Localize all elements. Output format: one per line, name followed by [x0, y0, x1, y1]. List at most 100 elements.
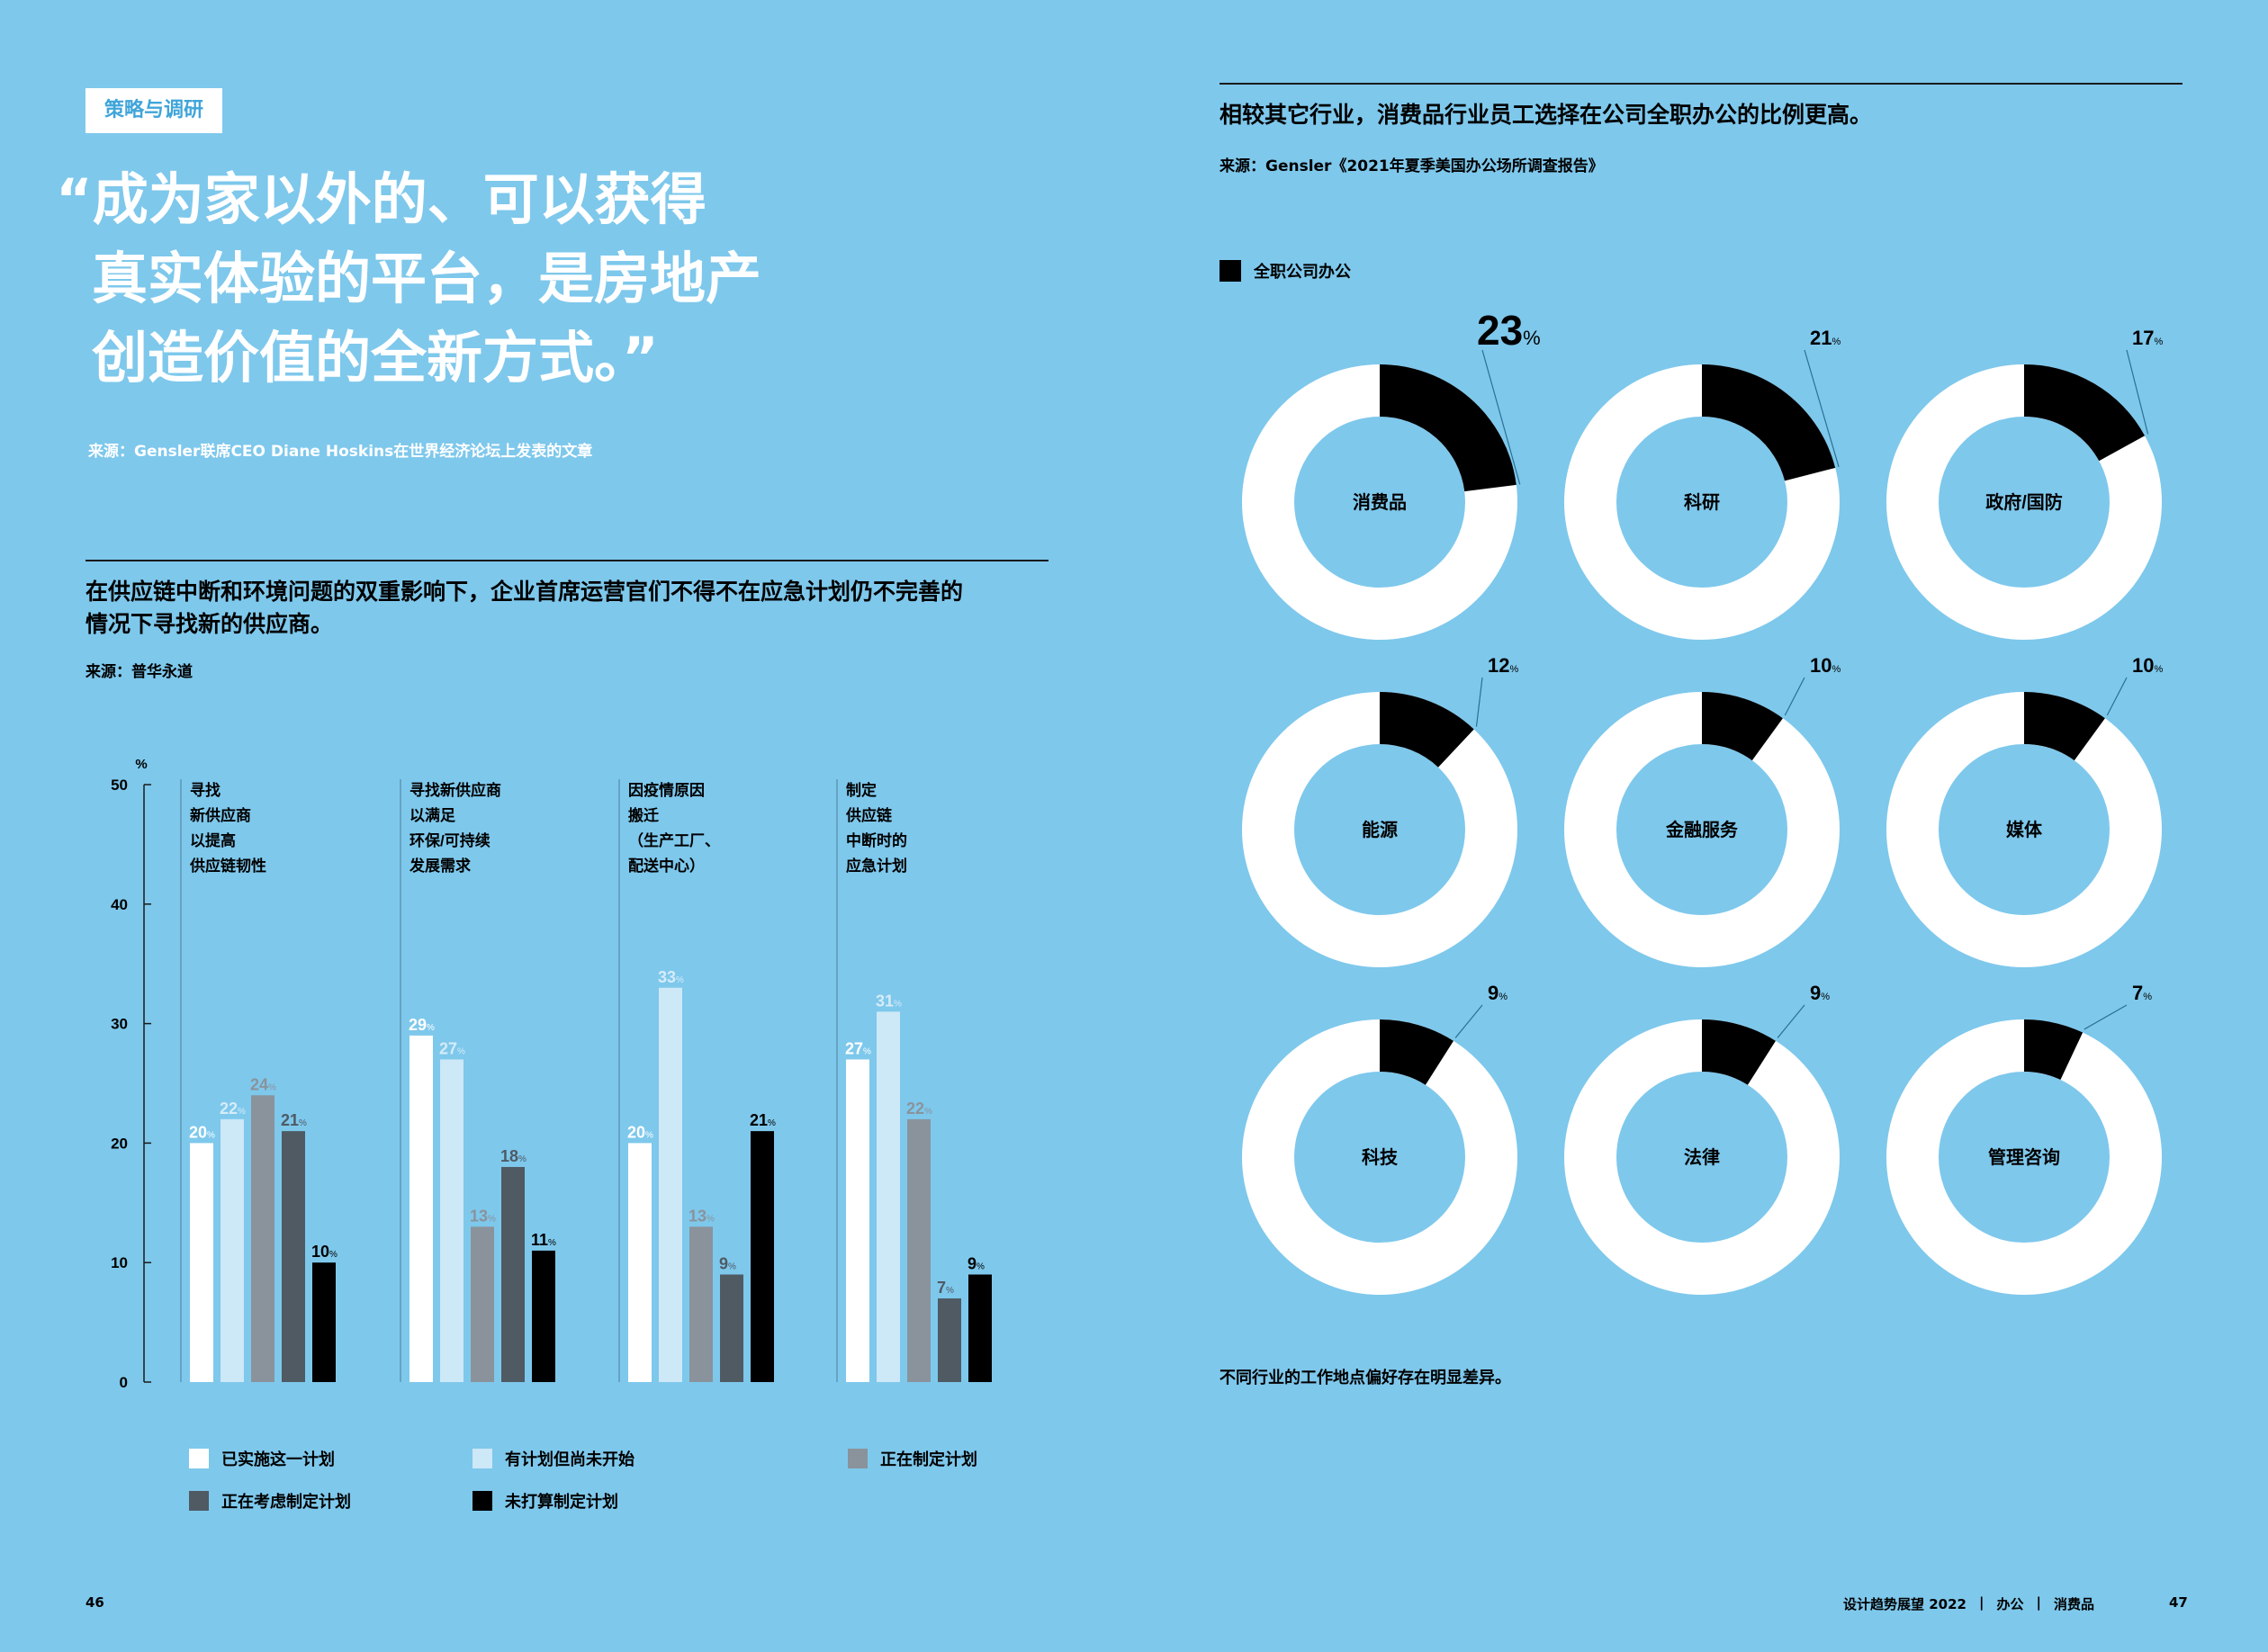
bar [532, 1250, 555, 1382]
donut-category-label: 能源 [1362, 819, 1398, 840]
y-tick-label: 0 [120, 1374, 128, 1391]
leader-line [1454, 1004, 1483, 1038]
donut-legend: 全职公司办公 [1220, 259, 1351, 283]
category-label: 搬迁 [628, 806, 659, 824]
donut-segment [1701, 1019, 1776, 1086]
donut-segment [1379, 692, 1474, 768]
bar-chart-title: 在供应链中断和环境问题的双重影响下，企业首席运营官们不得不在应急计划仍不完善的 … [86, 576, 1058, 641]
legend-swatch [189, 1491, 209, 1511]
bar [471, 1226, 494, 1382]
leader-line [1804, 349, 1840, 468]
bar-value-label: 27% [845, 1039, 871, 1057]
bar-value-label: 22% [220, 1100, 246, 1118]
donut-value-label: 10% [2132, 654, 2163, 677]
legend-label: 正在制定计划 [880, 1450, 977, 1469]
legend-item: 正在制定计划 [848, 1447, 977, 1470]
leader-line [1777, 1004, 1805, 1038]
page-number-left: 46 [86, 1594, 104, 1611]
bar-value-label: 21% [281, 1111, 307, 1129]
bar-value-label: 13% [470, 1207, 496, 1225]
section-tag: 策略与调研 [86, 88, 222, 133]
leader-line [1475, 677, 1483, 727]
quote-line: 创造价值的全新方式。” [92, 325, 659, 391]
bar-value-label: 11% [531, 1231, 556, 1249]
donut-footnote: 不同行业的工作地点偏好存在明显差异。 [1220, 1369, 1511, 1387]
bar-value-label: 10% [311, 1243, 338, 1261]
leader-line [1784, 677, 1805, 716]
bar [501, 1166, 525, 1382]
bar-value-label: 9% [719, 1254, 736, 1272]
legend-item: 有计划但尚未开始 [472, 1447, 634, 1470]
legend-label: 全职公司办公 [1254, 263, 1351, 282]
donut-chart-title: 相较其它行业，消费品行业员工选择在公司全职办公的比例更高。 [1220, 102, 1873, 128]
bar-value-label: 18% [500, 1147, 526, 1165]
category-label: （生产工厂、 [628, 831, 720, 849]
legend-label: 已实施这一计划 [221, 1450, 335, 1469]
donut-segment [1379, 364, 1516, 492]
category-label: 以满足 [410, 806, 455, 824]
donut-value-label: 17% [2132, 327, 2163, 349]
bar [907, 1118, 931, 1382]
y-tick-label: 30 [111, 1016, 128, 1033]
bar-value-label: 24% [250, 1075, 276, 1093]
y-tick-label: 40 [111, 896, 128, 913]
donut-category-label: 法律 [1684, 1146, 1720, 1168]
bar-value-label: 13% [688, 1207, 715, 1225]
donut-category-label: 金融服务 [1665, 819, 1739, 840]
footer-separator: | [1978, 1594, 1984, 1611]
bar-value-label: 7% [937, 1279, 954, 1297]
donut-chart-source: 来源：Gensler《2021年夏季美国办公场所调查报告》 [1220, 157, 1604, 175]
bar [220, 1118, 244, 1382]
donut-segment [1379, 1019, 1454, 1086]
bar-value-label: 31% [876, 992, 902, 1010]
bar-value-label: 29% [409, 1016, 435, 1034]
donut-value-label: 12% [1488, 654, 1518, 677]
category-label: 应急计划 [846, 857, 907, 875]
bar [190, 1143, 213, 1382]
leader-line [2126, 349, 2149, 435]
category-label: 新供应商 [190, 806, 251, 824]
bar [440, 1059, 464, 1382]
bar [938, 1298, 961, 1382]
divider [86, 560, 1048, 561]
category-label: 寻找 [190, 781, 220, 799]
quote-line: “成为家以外的、可以获得 [56, 166, 706, 232]
legend-swatch [1220, 260, 1241, 282]
bar [251, 1095, 274, 1382]
bar [846, 1059, 869, 1382]
legend-item: 未打算制定计划 [472, 1489, 618, 1513]
category-label: 制定 [846, 781, 877, 799]
donut-value-label: 9% [1810, 982, 1830, 1004]
donut-category-label: 科技 [1362, 1146, 1399, 1168]
donut-segment [2023, 364, 2146, 462]
donut-segment [2022, 1019, 2084, 1081]
bar-chart-source: 来源：普华永道 [86, 663, 193, 681]
quote-source: 来源：Gensler联席CEO Diane Hoskins在世界经济论坛上发表的… [88, 443, 593, 461]
pull-quote: “成为家以外的、可以获得 真实体验的平台，是房地产 创造价值的全新方式。” [56, 160, 761, 398]
bar [312, 1262, 336, 1382]
category-label: 寻找新供应商 [410, 781, 501, 799]
footer-topic: 消费品 [2053, 1596, 2094, 1612]
bar [968, 1274, 992, 1382]
quote-line: 真实体验的平台，是房地产 [92, 246, 762, 311]
donut-category-label: 科研 [1684, 491, 1720, 513]
leader-line [2084, 1004, 2128, 1030]
legend-swatch [472, 1491, 492, 1511]
bar [410, 1035, 433, 1382]
donut-value-label: 10% [1810, 654, 1840, 677]
donut-category-label: 管理咨询 [1988, 1146, 2060, 1168]
y-tick-label: 50 [111, 777, 128, 794]
legend-item: 正在考虑制定计划 [189, 1489, 351, 1513]
donut-value-label: 7% [2132, 982, 2152, 1004]
bar [659, 987, 682, 1382]
bar-value-label: 22% [906, 1100, 932, 1118]
footer-breadcrumb: 设计趋势展望 2022 | 办公 | 消费品 [1843, 1594, 2094, 1613]
category-label: 环保/可持续 [410, 831, 490, 849]
bar [751, 1131, 774, 1382]
category-label: 供应链 [845, 806, 893, 824]
donut-value-label: 9% [1488, 982, 1508, 1004]
bar [877, 1011, 900, 1382]
legend-label: 未打算制定计划 [505, 1493, 618, 1512]
y-axis-unit: % [135, 757, 147, 772]
